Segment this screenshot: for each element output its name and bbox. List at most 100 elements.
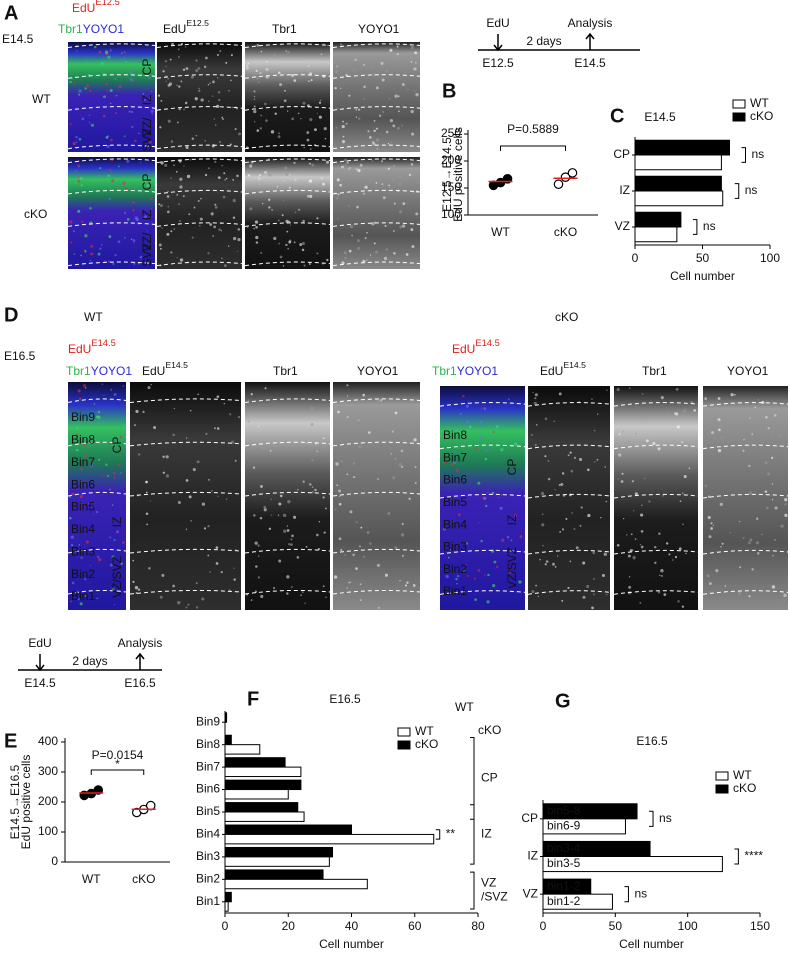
cell-speckle bbox=[285, 173, 288, 176]
cell-speckle bbox=[748, 541, 751, 545]
cell-speckle bbox=[105, 463, 108, 466]
cell-speckle bbox=[554, 566, 557, 568]
timeline-label: 2 days bbox=[72, 654, 107, 668]
cell-speckle bbox=[142, 410, 145, 414]
cell-speckle bbox=[415, 92, 419, 97]
cell-speckle bbox=[215, 124, 217, 126]
significance-bracket bbox=[734, 848, 739, 865]
cell-speckle bbox=[349, 224, 354, 229]
cell-speckle bbox=[335, 127, 337, 129]
cell-speckle bbox=[606, 389, 608, 392]
cell-speckle bbox=[404, 396, 406, 398]
cell-speckle bbox=[84, 87, 87, 90]
cell-speckle bbox=[173, 164, 175, 167]
cell-speckle bbox=[260, 114, 263, 117]
stage-label: E16.5 bbox=[4, 349, 36, 363]
cell-speckle bbox=[587, 513, 591, 518]
stain-name: EdU bbox=[163, 22, 186, 36]
cell-speckle bbox=[724, 585, 727, 587]
x-tick-label: cKO bbox=[554, 225, 577, 239]
cell-speckle bbox=[102, 114, 106, 118]
cell-speckle bbox=[73, 253, 76, 255]
cell-speckle bbox=[162, 455, 165, 458]
zone-label: SVZ bbox=[140, 128, 154, 151]
cell-speckle bbox=[359, 163, 363, 167]
cell-speckle bbox=[591, 606, 594, 610]
bin-label: Bin1 bbox=[443, 584, 467, 598]
zone-boundary bbox=[527, 590, 611, 595]
cell-speckle bbox=[189, 158, 192, 161]
cell-speckle bbox=[413, 438, 417, 442]
cell-speckle bbox=[388, 98, 391, 100]
stain-header: YOYO1 bbox=[358, 22, 400, 36]
cell-speckle bbox=[400, 465, 404, 468]
cell-speckle bbox=[198, 87, 201, 90]
zone-boundary bbox=[67, 491, 127, 497]
cell-speckle bbox=[467, 575, 469, 577]
cell-speckle bbox=[376, 148, 378, 150]
cell-speckle bbox=[78, 544, 81, 546]
cell-speckle bbox=[742, 537, 745, 540]
cell-speckle bbox=[214, 160, 217, 164]
cell-speckle bbox=[257, 425, 260, 428]
stain-name: EdU bbox=[72, 1, 95, 15]
cell-speckle bbox=[224, 179, 226, 181]
bin-label: Bin5 bbox=[443, 495, 467, 509]
cell-speckle bbox=[376, 399, 380, 403]
cell-speckle bbox=[177, 55, 180, 58]
cell-speckle bbox=[618, 432, 621, 436]
cell-speckle bbox=[668, 553, 671, 556]
cell-speckle bbox=[645, 439, 649, 443]
cell-speckle bbox=[72, 141, 76, 146]
cell-speckle bbox=[84, 454, 88, 458]
cell-speckle bbox=[113, 603, 116, 606]
cell-speckle bbox=[749, 538, 753, 542]
bar bbox=[634, 190, 724, 207]
cell-speckle bbox=[166, 195, 170, 198]
bar bbox=[224, 856, 330, 867]
legend-swatch bbox=[732, 112, 746, 122]
cell-speckle bbox=[218, 228, 221, 231]
cell-speckle bbox=[218, 140, 222, 144]
cell-speckle bbox=[593, 429, 596, 432]
cell-speckle bbox=[783, 599, 786, 602]
cell-speckle bbox=[603, 552, 608, 556]
cell-speckle bbox=[167, 78, 169, 80]
micrograph bbox=[130, 382, 241, 610]
cell-speckle bbox=[247, 420, 250, 423]
corner-label: cKO bbox=[478, 723, 501, 737]
cell-speckle bbox=[403, 439, 406, 442]
cell-speckle bbox=[456, 574, 460, 578]
cell-speckle bbox=[111, 520, 114, 522]
cell-speckle bbox=[294, 178, 297, 182]
zone-boundary bbox=[244, 189, 331, 195]
arrow-head bbox=[135, 652, 145, 660]
cell-speckle bbox=[176, 84, 178, 86]
zone-boundary bbox=[527, 493, 611, 499]
zone-boundary bbox=[244, 74, 331, 79]
zone-boundary bbox=[332, 222, 421, 227]
cell-speckle bbox=[774, 506, 778, 510]
cell-speckle bbox=[257, 544, 260, 547]
cell-speckle bbox=[114, 253, 117, 257]
cell-speckle bbox=[743, 438, 745, 441]
cell-speckle bbox=[366, 531, 370, 534]
cell-speckle bbox=[486, 600, 490, 604]
cell-speckle bbox=[69, 516, 72, 520]
cell-speckle bbox=[594, 461, 596, 463]
cell-speckle bbox=[115, 94, 118, 97]
cell-speckle bbox=[296, 556, 300, 559]
cell-speckle bbox=[378, 259, 380, 261]
cell-speckle bbox=[132, 559, 135, 562]
zone-boundary bbox=[332, 74, 421, 79]
cell-speckle bbox=[232, 236, 237, 241]
cell-speckle bbox=[76, 459, 79, 462]
cell-speckle bbox=[137, 453, 141, 456]
stain-header: YOYO1 bbox=[357, 364, 399, 378]
cell-speckle bbox=[255, 565, 258, 568]
cell-speckle bbox=[195, 135, 198, 137]
cell-speckle bbox=[632, 556, 636, 560]
cell-speckle bbox=[480, 539, 483, 543]
cell-speckle bbox=[192, 467, 196, 472]
cell-speckle bbox=[250, 447, 252, 450]
